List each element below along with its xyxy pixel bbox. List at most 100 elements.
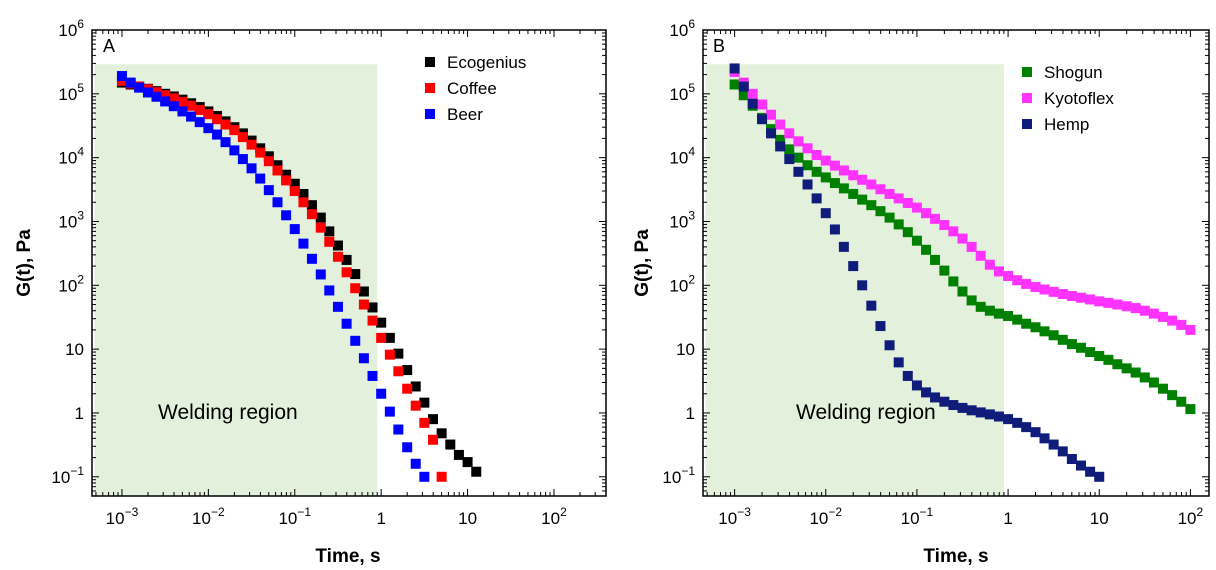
data-point (315, 212, 326, 223)
data-point (332, 240, 343, 251)
legend-swatch (425, 57, 435, 67)
data-point (1158, 383, 1169, 394)
data-point (1148, 308, 1159, 319)
series-beer (116, 71, 430, 482)
data-point (866, 300, 877, 311)
data-point (220, 137, 231, 148)
y-tick-label: 104 (58, 145, 84, 168)
data-point (384, 349, 395, 360)
data-point (194, 117, 205, 128)
data-point (212, 129, 223, 140)
data-point (1076, 460, 1087, 471)
data-point (930, 392, 941, 403)
data-point (948, 226, 959, 237)
data-point (376, 332, 387, 343)
data-point (984, 259, 995, 270)
data-point (229, 125, 240, 136)
data-point (866, 200, 877, 211)
data-point (966, 295, 977, 306)
data-point (142, 87, 153, 98)
data-point (419, 471, 430, 482)
panel-b: Welding region 10−3 10−2 10−1 1 10 102 10−1 1 10 1… (632, 17, 1210, 567)
data-point (453, 449, 464, 460)
data-point (866, 179, 877, 190)
data-point (1039, 284, 1050, 295)
data-point (729, 79, 740, 90)
data-point (324, 236, 335, 247)
y-axis-label: G(t), Pa (632, 229, 653, 297)
data-point (957, 402, 968, 413)
data-point (125, 77, 136, 88)
data-point (246, 139, 257, 150)
data-point (350, 335, 361, 346)
data-point (729, 63, 740, 74)
y-tick-label: 105 (58, 81, 84, 104)
legend-label: Coffee (447, 79, 497, 98)
panel-a: Welding region 10−3 10−2 10−1 1 10 102 10−1 1 10 1… (14, 17, 607, 567)
data-point (160, 90, 171, 101)
data-point (1003, 414, 1014, 425)
data-point (893, 219, 904, 230)
data-point (289, 178, 300, 189)
data-point (784, 154, 795, 165)
data-point (151, 91, 162, 102)
y-tick-label: 104 (669, 145, 695, 168)
data-point (1176, 319, 1187, 330)
data-point (263, 156, 274, 167)
y-tick-label: 102 (58, 272, 84, 295)
legend-label: Kyotoflex (1044, 89, 1114, 108)
data-point (975, 250, 986, 261)
data-point (376, 388, 387, 399)
data-point (838, 241, 849, 252)
data-point (747, 88, 758, 99)
legend-label: Hemp (1044, 115, 1089, 134)
data-point (1094, 471, 1105, 482)
data-point (1121, 301, 1132, 312)
data-point (766, 109, 777, 120)
data-point (793, 152, 804, 163)
legend-label: Ecogenius (447, 53, 526, 72)
data-point (116, 71, 127, 82)
data-point (857, 280, 868, 291)
data-point (775, 134, 786, 145)
legend-label: Shogun (1044, 63, 1103, 82)
data-point (186, 100, 197, 111)
data-point (1176, 396, 1187, 407)
data-point (358, 286, 369, 297)
data-point (462, 457, 473, 468)
legend-swatch (425, 109, 435, 119)
data-point (298, 197, 309, 208)
data-point (1066, 453, 1077, 464)
data-point (350, 269, 361, 280)
data-point (402, 383, 413, 394)
y-tick-label: 103 (58, 208, 84, 231)
x-tick-label: 10−2 (809, 505, 842, 528)
data-point (893, 357, 904, 368)
data-point (306, 253, 317, 264)
data-point (948, 276, 959, 287)
data-point (875, 206, 886, 217)
data-point (1094, 296, 1105, 307)
data-point (410, 458, 421, 469)
y-tick-label: 10−1 (51, 464, 84, 487)
data-point (203, 123, 214, 134)
data-point (993, 308, 1004, 319)
data-point (930, 254, 941, 265)
y-tick-label: 10 (676, 340, 695, 359)
legend-swatch (1022, 67, 1032, 77)
data-point (177, 106, 188, 117)
data-point (911, 235, 922, 246)
data-point (1094, 351, 1105, 362)
x-tick-label: 10−1 (901, 505, 934, 528)
data-point (229, 145, 240, 156)
legend-swatch (1022, 93, 1032, 103)
data-point (410, 400, 421, 411)
data-point (324, 226, 335, 237)
data-point (893, 193, 904, 204)
data-point (1030, 322, 1041, 333)
data-point (793, 166, 804, 177)
data-point (1103, 297, 1114, 308)
data-point (315, 222, 326, 233)
data-point (1030, 282, 1041, 293)
